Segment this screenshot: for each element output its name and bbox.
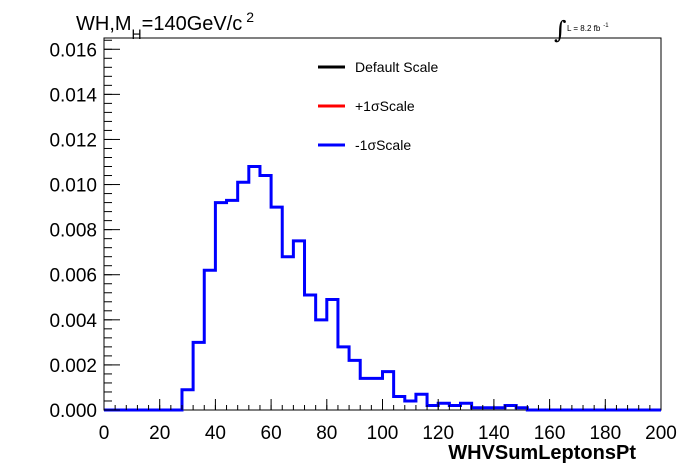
x-tick-label: 80 (316, 423, 337, 444)
lumi-superscript: -1 (603, 23, 609, 29)
x-tick-label: 100 (367, 423, 399, 444)
lumi-integral-symbol: ∫ (554, 16, 567, 44)
x-axis-label: WHVSumLeptonsPt (448, 442, 636, 464)
legend-label: Default Scale (355, 59, 438, 75)
x-tick-label: 60 (261, 423, 282, 444)
x-tick-label: 180 (589, 423, 621, 444)
title-mid: =140GeV/c (142, 13, 243, 35)
legend: Default Scale +1σScale -1σScale (318, 59, 438, 153)
title-superscript: 2 (246, 9, 254, 25)
x-tick-label: 140 (478, 423, 510, 444)
histogram-line (104, 165, 661, 412)
plot-frame (103, 37, 662, 411)
histogram-series (104, 165, 661, 412)
y-tick-label: 0.010 (49, 176, 97, 197)
y-tick-label: 0.006 (49, 266, 97, 287)
x-tick-label: 0 (99, 423, 110, 444)
y-tick-label: 0.004 (49, 311, 97, 332)
x-tick-label: 20 (149, 423, 170, 444)
lumi-label: L = 8.2 fb -1 (567, 23, 609, 33)
x-tick-label: 160 (534, 423, 566, 444)
x-tick-label: 40 (205, 423, 226, 444)
axes: 0 20 40 60 80 100 120 140 160 180 200 0.000 0.002 0.0… (49, 39, 677, 444)
x-tick-label: 120 (422, 423, 454, 444)
chart-title: WH,MH=140GeV/c 2 (76, 9, 254, 42)
title-main: WH,M (76, 13, 132, 35)
legend-label: -1σScale (355, 137, 411, 153)
y-tick-label: 0.000 (49, 401, 97, 422)
y-tick-label: 0.014 (49, 85, 97, 106)
title-subscript: H (132, 26, 142, 42)
y-tick-label: 0.002 (49, 356, 97, 377)
y-tick-label: 0.008 (49, 221, 97, 242)
y-tick-label: 0.016 (49, 40, 97, 61)
x-tick-label: 200 (645, 423, 677, 444)
y-tick-label: 0.012 (49, 130, 97, 151)
plot-border (103, 37, 662, 411)
legend-label: +1σScale (355, 98, 415, 114)
lumi-value: L = 8.2 fb (567, 24, 601, 33)
